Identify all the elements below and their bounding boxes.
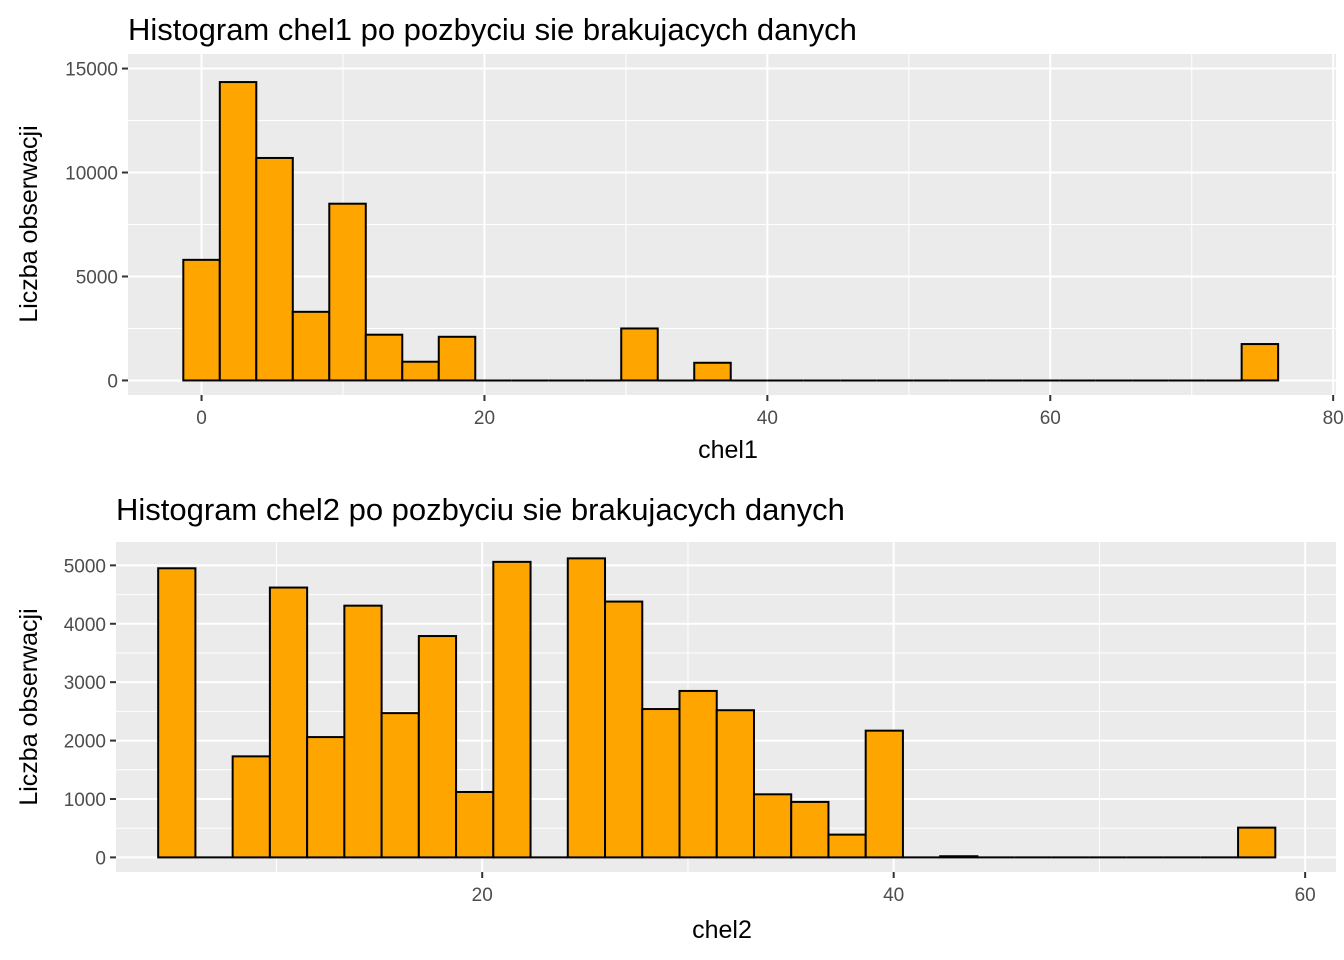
histogram-bar xyxy=(437,335,477,382)
histogram-bar xyxy=(380,712,420,859)
axis-ticks: 0 1000 2000 3000 4000 5000 20 40 60 xyxy=(64,556,1316,906)
histogram-bar xyxy=(218,81,258,382)
axis-ticks: 0 5000 10000 15000 0 20 40 60 80 xyxy=(65,60,1344,429)
histogram-bar xyxy=(455,790,495,859)
histogram-chel2: Histogram chel2 po pozbyciu sie brakujac… xyxy=(15,492,1336,944)
histogram-bar xyxy=(715,709,755,859)
y-tick-label: 1000 xyxy=(64,790,106,811)
bars xyxy=(157,557,1277,859)
histogram-chel1: Histogram chel1 po pozbyciu sie brakujac… xyxy=(15,12,1344,464)
y-tick-label: 2000 xyxy=(64,732,106,753)
histogram-bar xyxy=(492,560,532,859)
histogram-bar xyxy=(231,755,271,859)
y-tick-label: 4000 xyxy=(64,615,106,636)
histogram-bar xyxy=(864,729,904,859)
x-tick-label: 40 xyxy=(883,885,904,906)
y-tick-label: 10000 xyxy=(65,164,118,185)
histogram-bar xyxy=(752,793,793,859)
gridlines xyxy=(128,54,1336,395)
y-tick-label: 3000 xyxy=(64,673,106,694)
histogram-bar xyxy=(641,708,681,859)
histogram-bar xyxy=(790,800,830,859)
histogram-bar xyxy=(343,604,383,859)
y-axis-title: Liczba obserwacji xyxy=(15,608,43,805)
histogram-bar xyxy=(678,689,718,859)
histogram-bar xyxy=(364,333,404,382)
histogram-bar xyxy=(827,833,867,859)
histogram-bar xyxy=(182,258,221,382)
x-axis-title: chel2 xyxy=(692,916,752,944)
x-tick-label: 20 xyxy=(472,885,493,906)
histogram-bar xyxy=(157,567,197,859)
histogram-bar xyxy=(939,855,979,859)
y-tick-label: 0 xyxy=(95,848,106,869)
histogram-bar xyxy=(566,557,607,859)
histogram-bar xyxy=(291,310,331,382)
y-tick-label: 0 xyxy=(107,371,118,392)
histogram-bar xyxy=(401,360,440,382)
histogram-bar xyxy=(328,202,367,382)
x-tick-label: 60 xyxy=(1295,885,1316,906)
bars xyxy=(182,81,1280,382)
histogram-bar xyxy=(1240,343,1280,382)
x-tick-label: 40 xyxy=(757,408,778,429)
y-axis-title: Liczba obserwacji xyxy=(15,125,43,322)
histogram-bar xyxy=(306,736,346,859)
histogram-bar xyxy=(604,600,644,859)
histogram-bar xyxy=(693,361,732,382)
y-tick-label: 15000 xyxy=(65,60,118,81)
y-tick-label: 5000 xyxy=(64,556,106,577)
chart-title: Histogram chel1 po pozbyciu sie brakujac… xyxy=(128,12,857,47)
x-tick-label: 20 xyxy=(474,408,495,429)
histogram-bar xyxy=(417,635,458,859)
x-axis-title: chel1 xyxy=(698,436,758,464)
histogram-bar xyxy=(268,586,309,859)
histogram-bar xyxy=(620,327,659,382)
histogram-bar xyxy=(1237,826,1277,859)
y-tick-label: 5000 xyxy=(76,267,118,288)
x-tick-label: 0 xyxy=(196,408,207,429)
x-tick-label: 80 xyxy=(1323,408,1344,429)
x-tick-label: 60 xyxy=(1040,408,1061,429)
histogram-bar xyxy=(255,156,294,382)
chart-title: Histogram chel2 po pozbyciu sie brakujac… xyxy=(116,492,845,527)
